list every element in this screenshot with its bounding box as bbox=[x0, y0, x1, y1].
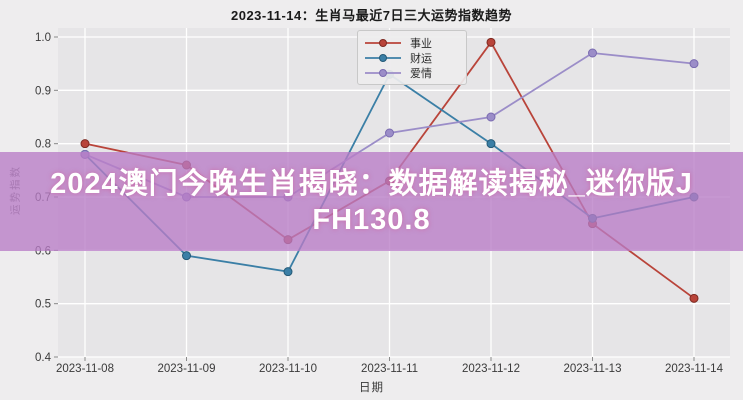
legend-marker-icon bbox=[365, 38, 401, 47]
data-point-财运 bbox=[283, 267, 293, 277]
x-tick-label: 2023-11-08 bbox=[56, 363, 114, 375]
x-tick-label: 2023-11-14 bbox=[665, 363, 724, 375]
legend-label: 事业 bbox=[410, 37, 432, 50]
chart-title: 2023-11-14：生肖马最近7日三大运势指数趋势 bbox=[230, 8, 512, 23]
x-tick-label: 2023-11-12 bbox=[462, 363, 520, 375]
x-tick-label: 2023-11-10 bbox=[259, 363, 317, 375]
data-point-事业 bbox=[486, 37, 496, 47]
legend-marker-icon bbox=[365, 53, 401, 62]
data-point-爱情 bbox=[385, 128, 394, 138]
x-axis-label: 日期 bbox=[359, 382, 384, 394]
x-tick-label: 2023-11-13 bbox=[564, 363, 622, 375]
legend-label: 财运 bbox=[410, 52, 432, 65]
y-tick-label: 0.4 bbox=[35, 352, 52, 364]
legend-item-爱情: 爱情 bbox=[364, 65, 460, 80]
y-tick-label: 0.9 bbox=[35, 85, 51, 97]
data-point-爱情 bbox=[588, 48, 597, 58]
data-point-爱情 bbox=[689, 59, 699, 69]
y-tick-label: 0.8 bbox=[35, 139, 51, 151]
watermark-text-line1: 2024澳门今晚生肖揭晓：数据解读揭秘_迷你版J bbox=[50, 167, 693, 200]
watermark-text-line2: FH130.8 bbox=[312, 203, 431, 236]
chart-legend: 事业 财运 爱情 bbox=[357, 30, 467, 85]
x-tick-label: 2023-11-09 bbox=[158, 363, 216, 375]
legend-item-事业: 事业 bbox=[364, 35, 460, 50]
data-point-事业 bbox=[80, 139, 90, 149]
data-point-爱情 bbox=[486, 112, 496, 122]
x-tick-label: 2023-11-11 bbox=[361, 363, 418, 375]
y-tick-label: 1.0 bbox=[35, 32, 51, 44]
legend-item-财运: 财运 bbox=[364, 50, 460, 65]
watermark-overlay: 2024澳门今晚生肖揭晓：数据解读揭秘_迷你版J FH130.8 bbox=[0, 152, 743, 251]
y-tick-label: 0.6 bbox=[35, 245, 51, 257]
y-tick-label: 0.5 bbox=[35, 299, 51, 311]
data-point-事业 bbox=[689, 293, 699, 303]
legend-label: 爱情 bbox=[410, 67, 432, 80]
data-point-财运 bbox=[486, 139, 496, 149]
data-point-财运 bbox=[182, 251, 191, 261]
legend-marker-icon bbox=[365, 68, 401, 77]
